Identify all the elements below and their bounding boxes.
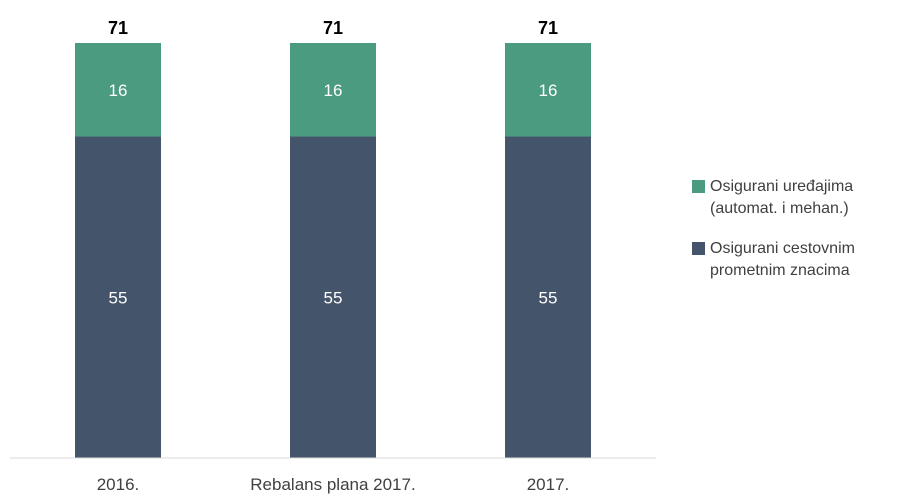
bar-segment-devices-2016 [75, 43, 161, 137]
bar-segment-devices-rebalans-plana-2017 [290, 43, 376, 137]
legend: Osigurani uređajima (automat. i mehan.) … [692, 176, 910, 300]
x-tick-label-2016: 2016. [97, 475, 140, 494]
legend-swatch-devices [692, 180, 705, 193]
legend-swatch-signs [692, 242, 705, 255]
x-tick-label-2017: 2017. [527, 475, 570, 494]
legend-label-devices: Osigurani uređajima (automat. i mehan.) [710, 178, 854, 217]
data-label-signs-rebalans-plana-2017: 55 [324, 288, 343, 307]
bar-segment-signs-rebalans-plana-2017 [290, 136, 376, 459]
data-label-devices-2016: 16 [109, 81, 128, 100]
legend-label-signs: Osigurani cestovnim prometnim znacima [710, 240, 855, 279]
total-label-rebalans-plana-2017: 71 [323, 18, 343, 38]
data-label-devices-rebalans-plana-2017: 16 [324, 81, 343, 100]
labels-group: 55 16 71 2016. 55 16 71 Rebalans plana 2017. 55 1… [97, 18, 570, 494]
data-label-signs-2016: 55 [109, 288, 128, 307]
bar-segment-devices-2017 [505, 43, 591, 137]
data-label-signs-2017: 55 [539, 288, 558, 307]
x-tick-label-rebalans-plana-2017: Rebalans plana 2017. [250, 475, 415, 494]
total-label-2017: 71 [538, 18, 558, 38]
legend-item-devices: Osigurani uređajima (automat. i mehan.) [692, 176, 910, 220]
total-label-2016: 71 [108, 18, 128, 38]
data-label-devices-2017: 16 [539, 81, 558, 100]
bar-segment-signs-2017 [505, 136, 591, 459]
legend-item-signs: Osigurani cestovnim prometnim znacima [692, 238, 910, 282]
bars-group [75, 43, 591, 459]
bar-segment-signs-2016 [75, 136, 161, 459]
